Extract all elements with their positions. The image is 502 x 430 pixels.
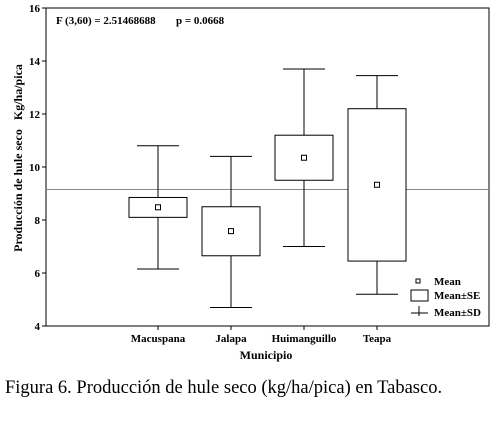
x-tick-label: Teapa [363,333,392,345]
y-axis-title: Producción de hule seco Kg/ha/pica [11,64,25,252]
y-tick-label: 8 [35,215,41,227]
mean-marker [301,154,307,161]
y-tick-label: 12 [29,109,41,121]
y-axis: 4 6 8 10 12 14 16 [29,3,46,333]
y-tick-label: 4 [35,321,41,333]
legend-se-label: Mean±SE [434,290,480,302]
y-tick-label: 10 [29,162,41,174]
figure-caption: Figura 6. Producción de hule seco (kg/ha… [5,378,443,398]
y-tick-label: 14 [29,56,41,68]
boxplot-chart: 4 6 8 10 12 14 16 Macuspana Jalapa Huimanguillo T… [11,3,490,362]
x-tick-label: Macuspana [131,333,186,345]
mean-marker [155,204,161,211]
legend: Mean Mean±SE Mean±SD [410,276,481,319]
legend-mean-label: Mean [434,276,461,288]
legend-mean-marker [415,278,421,284]
y-tick-label: 16 [29,3,41,15]
x-axis: Macuspana Jalapa Huimanguillo Teapa [131,326,392,345]
f-statistic-annotation: F (3,60) = 2.51468688 [56,15,156,27]
x-axis-title: Municipio [240,348,293,362]
x-tick-label: Jalapa [215,333,247,345]
x-tick-label: Huimanguillo [272,333,337,345]
p-value-annotation: p = 0.0668 [176,15,225,27]
y-tick-label: 6 [35,268,41,280]
legend-se-swatch [410,289,429,302]
mean-marker [374,181,380,188]
legend-sd-label: Mean±SD [434,307,481,319]
plot-frame [45,7,490,327]
boxes-group [128,68,407,308]
mean-marker [228,228,234,235]
